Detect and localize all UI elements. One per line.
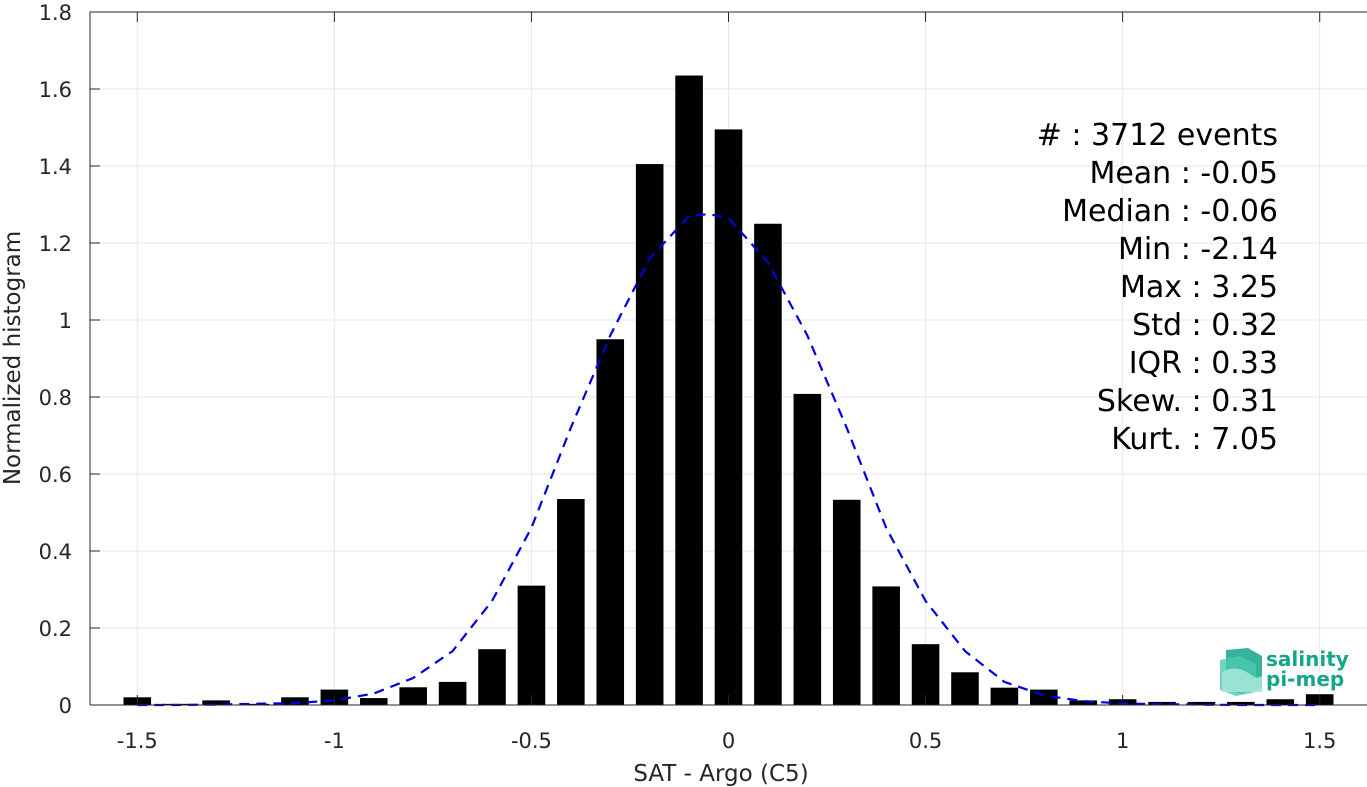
y-tick-label: 1.2 xyxy=(39,232,72,256)
y-tick-labels: 0 0.2 0.4 0.6 0.8 1 1.2 1.4 1.6 1.8 xyxy=(39,1,72,718)
y-tick-label: 0.6 xyxy=(39,463,72,487)
histogram-bar xyxy=(241,703,270,705)
y-tick-label: 1.4 xyxy=(39,155,72,179)
y-tick-label: 1.8 xyxy=(39,1,72,25)
stat-line: Mean : -0.05 xyxy=(1089,156,1278,191)
stat-line: Max : 3.25 xyxy=(1120,270,1278,305)
histogram-bar xyxy=(1227,701,1255,705)
stat-line: Min : -2.14 xyxy=(1118,232,1278,267)
y-tick-label: 0.2 xyxy=(39,617,72,641)
histogram-bar xyxy=(596,339,625,705)
histogram-bar xyxy=(832,499,861,705)
histogram-bar xyxy=(438,681,467,705)
logo-line-1: salinity xyxy=(1266,647,1349,671)
stat-line: Kurt. : 7.05 xyxy=(1111,422,1278,457)
x-tick-label: -1 xyxy=(324,729,345,753)
histogram-bar xyxy=(1069,700,1098,705)
histogram-bar xyxy=(202,700,230,705)
histogram-bar xyxy=(517,585,546,705)
x-tick-label: 1.5 xyxy=(1303,729,1336,753)
y-tick-label: 1 xyxy=(59,309,72,333)
histogram-bar xyxy=(951,672,979,705)
histogram-bar xyxy=(1187,701,1216,705)
y-tick-label: 0.4 xyxy=(39,540,72,564)
histogram-bar xyxy=(911,644,940,705)
y-tick-label: 1.6 xyxy=(39,78,72,102)
stat-line: Skew. : 0.31 xyxy=(1097,384,1278,419)
y-tick-label: 0.8 xyxy=(39,386,72,410)
histogram-bar xyxy=(399,687,427,705)
histogram-bar xyxy=(635,164,664,705)
histogram-bar xyxy=(478,649,506,705)
wave-block-icon xyxy=(1220,648,1262,696)
histogram-bar xyxy=(557,499,585,705)
x-tick-label: 0.5 xyxy=(909,729,942,753)
x-tick-label: -0.5 xyxy=(511,729,552,753)
histogram-bar xyxy=(872,586,900,705)
x-tick-label: 1 xyxy=(1116,729,1129,753)
y-tick-label: 0 xyxy=(59,694,72,718)
x-tick-labels: -1.5 -1 -0.5 0 0.5 1 1.5 xyxy=(117,729,1337,753)
salinity-pi-mep-logo: salinity pi-mep xyxy=(1220,647,1349,696)
histogram-bar xyxy=(990,687,1019,705)
x-tick-label: 0 xyxy=(722,729,735,753)
logo-line-2: pi-mep xyxy=(1266,667,1344,691)
x-tick-label: -1.5 xyxy=(117,729,158,753)
histogram-bar xyxy=(675,75,703,705)
stat-line: IQR : 0.33 xyxy=(1129,346,1278,381)
y-axis-title: Normalized histogram xyxy=(0,231,26,485)
stat-line: # : 3712 events xyxy=(1037,118,1278,153)
histogram-bar xyxy=(754,223,782,705)
stat-line: Std : 0.32 xyxy=(1132,308,1278,343)
histogram-bar xyxy=(1266,699,1295,705)
stat-line: Median : -0.06 xyxy=(1062,194,1278,229)
x-axis-title: SAT - Argo (C5) xyxy=(633,761,808,787)
axes xyxy=(89,11,1367,706)
normal-fit-curve xyxy=(137,212,1320,707)
histogram-bar xyxy=(281,697,309,705)
histogram-bar xyxy=(793,393,822,705)
histogram-bar xyxy=(359,698,388,705)
histogram-bar xyxy=(714,129,743,706)
